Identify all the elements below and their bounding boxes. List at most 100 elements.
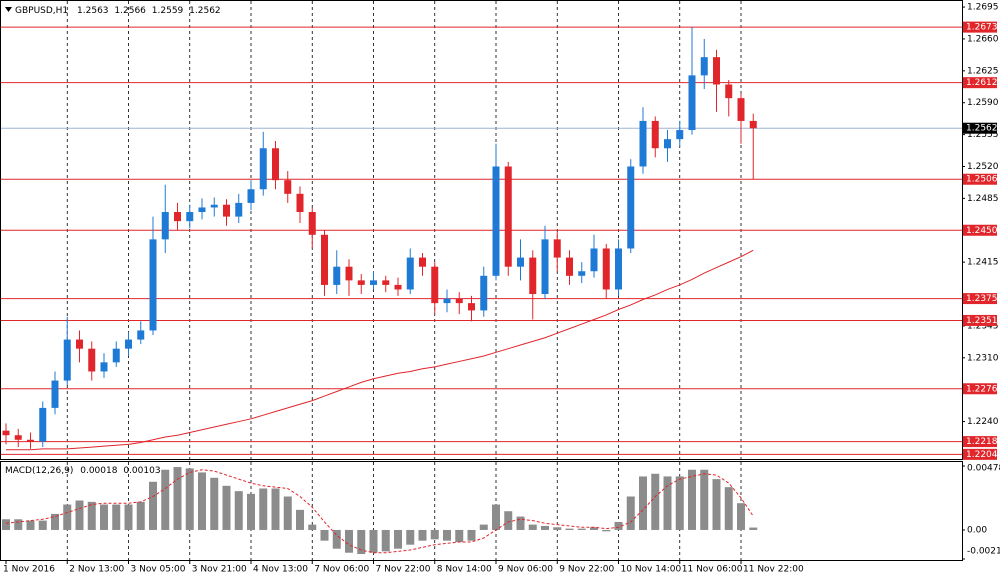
candle-body bbox=[627, 166, 635, 249]
level-label: 1.2673 bbox=[966, 23, 998, 33]
x-tick-label: 10 Nov 14:00 bbox=[621, 565, 682, 575]
candle-body bbox=[235, 202, 243, 217]
level-label-bg bbox=[963, 448, 997, 460]
macd-bar bbox=[492, 504, 500, 530]
macd-bar bbox=[577, 528, 586, 530]
candle-body bbox=[713, 57, 720, 85]
macd-bar bbox=[357, 529, 366, 555]
macd-bar bbox=[614, 521, 623, 530]
y-tick-label: 1.2520 bbox=[967, 162, 999, 172]
y-tick-label: 1.2555 bbox=[967, 130, 999, 140]
x-tick-label: 9 Nov 06:00 bbox=[498, 565, 553, 575]
candle-body bbox=[602, 248, 610, 290]
candle-body bbox=[370, 280, 377, 285]
y-tick-label: 0.00478 bbox=[967, 464, 1000, 474]
candle-body bbox=[296, 193, 304, 213]
candle-body bbox=[210, 204, 218, 208]
candle-body bbox=[27, 439, 34, 442]
macd-bar bbox=[2, 519, 10, 530]
macd-value: 0.00018 bbox=[80, 466, 117, 476]
candle-body bbox=[504, 166, 512, 267]
candle-body bbox=[321, 234, 328, 285]
chart-title: GBPUSD,H1 bbox=[15, 6, 68, 16]
candle-body bbox=[186, 212, 194, 222]
macd-bar bbox=[283, 496, 292, 530]
macd-bar bbox=[222, 485, 231, 530]
level-label-bg bbox=[963, 21, 997, 33]
macd-bar bbox=[75, 500, 84, 530]
candle-body bbox=[137, 330, 145, 340]
x-tick-label: 7 Nov 22:00 bbox=[376, 565, 431, 575]
macd-header: MACD(12,26,9) 0.00018 0.00103 bbox=[5, 466, 161, 476]
x-tick-label: 4 Nov 13:00 bbox=[253, 565, 308, 575]
macd-bar bbox=[124, 504, 133, 530]
macd-bar bbox=[112, 504, 121, 530]
macd-bar bbox=[639, 476, 647, 530]
header-value: 1.2562 bbox=[189, 6, 221, 16]
macd-bar bbox=[320, 529, 329, 541]
macd-bar bbox=[602, 529, 611, 532]
x-tick-label: 11 Nov 06:00 bbox=[682, 565, 743, 575]
macd-bar bbox=[443, 529, 451, 541]
candle-body bbox=[737, 98, 745, 121]
macd-bar bbox=[381, 529, 390, 552]
candle-body bbox=[553, 239, 561, 258]
candle-body bbox=[112, 348, 120, 363]
macd-bar bbox=[259, 488, 268, 530]
candle-body bbox=[161, 212, 169, 240]
candle-body bbox=[676, 130, 684, 140]
candle-body bbox=[333, 266, 341, 285]
macd-bar bbox=[406, 529, 415, 545]
last-price-bg bbox=[963, 122, 997, 134]
candle-body bbox=[272, 148, 279, 181]
candle-body bbox=[700, 57, 708, 76]
y-tick-label: 1.2660 bbox=[967, 34, 999, 44]
level-label-bg bbox=[963, 314, 997, 326]
y-tick-label: 1.2590 bbox=[967, 98, 999, 108]
candle-body bbox=[468, 303, 475, 311]
candle-body bbox=[149, 239, 157, 331]
level-label: 1.2218 bbox=[966, 437, 998, 447]
candle-body bbox=[492, 166, 500, 276]
candle-body bbox=[455, 298, 463, 304]
macd-bar bbox=[234, 491, 243, 530]
macd-bar bbox=[136, 501, 145, 530]
header-value: 1.2559 bbox=[152, 6, 184, 16]
macd-bar bbox=[418, 529, 427, 541]
candle-body bbox=[590, 248, 598, 272]
level-label-bg bbox=[963, 436, 997, 448]
candle-body bbox=[517, 257, 524, 267]
macd-bar bbox=[479, 524, 488, 530]
candle-body bbox=[14, 435, 22, 440]
candle-body bbox=[615, 248, 622, 290]
candle-body bbox=[480, 275, 488, 311]
macd-bar bbox=[504, 511, 513, 530]
candle-body bbox=[357, 280, 365, 285]
candle-body bbox=[382, 280, 390, 285]
candle-body bbox=[174, 212, 181, 222]
y-tick-label: 1.2625 bbox=[967, 66, 999, 76]
candle-body bbox=[431, 266, 439, 304]
macd-bar bbox=[651, 473, 660, 530]
candle-body bbox=[651, 120, 659, 149]
x-tick-label: 9 Nov 22:00 bbox=[559, 565, 614, 575]
candle-body bbox=[259, 148, 267, 190]
price-panel bbox=[0, 0, 963, 460]
macd-bar bbox=[430, 529, 439, 540]
macd-bar bbox=[663, 476, 672, 530]
menu-icon[interactable] bbox=[5, 7, 12, 12]
candle-body bbox=[529, 257, 537, 295]
candle-body bbox=[76, 339, 83, 349]
y-tick-label: 1.2345 bbox=[967, 321, 999, 331]
candle-body bbox=[394, 284, 402, 290]
candle-body bbox=[51, 380, 59, 408]
macd-bar bbox=[210, 477, 219, 530]
level-label-bg bbox=[963, 383, 997, 395]
macd-bar bbox=[63, 504, 72, 530]
chart-header: GBPUSD,H1 1.2563 1.2566 1.2559 1.2562 bbox=[15, 6, 221, 16]
y-tick-label: 1.2415 bbox=[967, 258, 999, 268]
macd-bar bbox=[332, 529, 341, 549]
signal-value: 0.00103 bbox=[123, 466, 160, 476]
macd-bar bbox=[185, 468, 194, 530]
y-tick-label: 1.2695 bbox=[967, 3, 999, 13]
